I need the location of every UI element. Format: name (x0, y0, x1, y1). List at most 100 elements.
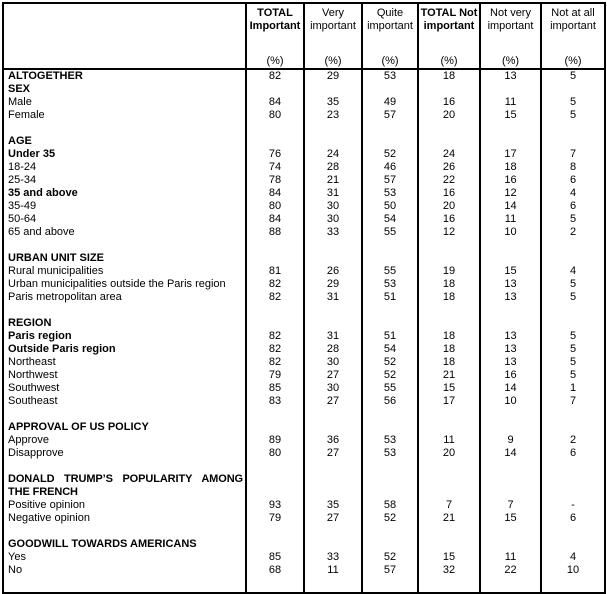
cell-value: 15 (417, 382, 480, 395)
cell-value: 29 (303, 69, 362, 83)
cell-value: 27 (303, 512, 362, 525)
table-row: Urban municipalities outside the Paris r… (3, 278, 605, 291)
cell-value: 12 (479, 187, 541, 200)
cell-value: 55 (361, 382, 418, 395)
cell-value (479, 304, 541, 317)
cell-value: 84 (245, 96, 304, 109)
cell-value: 7 (540, 395, 605, 408)
section-header-row: DONALD TRUMP’S POPULARITY AMONG THE FREN… (3, 473, 605, 499)
table-row: Paris metropolitan area 82 31 51 18 13 5 (3, 291, 605, 304)
cell-value (361, 460, 418, 473)
cell-value: 21 (303, 174, 362, 187)
cell-value: 2 (540, 434, 605, 447)
cell-value: 18 (417, 330, 480, 343)
cell-value (361, 252, 418, 265)
cell-value (361, 122, 418, 135)
row-label: Positive opinion (8, 499, 86, 511)
spacer-cell (3, 460, 246, 473)
cell-value (540, 577, 605, 593)
table-row: 35-49 80 30 50 20 14 6 (3, 200, 605, 213)
cell-value (479, 317, 541, 330)
cell-value: 26 (417, 161, 480, 174)
cell-value: 7 (417, 499, 480, 512)
table-row: Southwest 85 30 55 15 14 1 (3, 382, 605, 395)
cell-value: 11 (479, 96, 541, 109)
cell-value: 81 (245, 265, 304, 278)
cell-value (303, 317, 362, 330)
cell-value (540, 122, 605, 135)
table-row: Under 35 76 24 52 24 17 7 (3, 148, 605, 161)
cell-value: 74 (245, 161, 304, 174)
cell-value: 5 (540, 69, 605, 83)
cell-value (245, 135, 304, 148)
cell-value (361, 538, 418, 551)
cell-value: 2 (540, 226, 605, 239)
row-label: Negative opinion (8, 512, 90, 524)
row-label: Rural municipalities (8, 265, 104, 277)
row-label: 25-34 (8, 174, 37, 186)
cell-value (361, 135, 418, 148)
cell-value (479, 525, 541, 538)
cell-value: 35 (303, 96, 362, 109)
cell-value (245, 122, 304, 135)
cell-value: 29 (303, 278, 362, 291)
cell-value (417, 525, 480, 538)
cell-value: 20 (417, 109, 480, 122)
cell-value: 16 (479, 174, 541, 187)
cell-value: 52 (361, 148, 418, 161)
cell-value: 27 (303, 395, 362, 408)
cell-value: 7 (540, 148, 605, 161)
table-row: 65 and above 88 33 55 12 10 2 (3, 226, 605, 239)
table-row: Positive opinion 93 35 58 7 7- (3, 499, 605, 512)
cell-value: 57 (361, 564, 418, 577)
cell-value (417, 304, 480, 317)
cell-value (540, 421, 605, 434)
cell-value: 35 (303, 499, 362, 512)
cell-value (245, 577, 304, 593)
cell-value: 17 (479, 148, 541, 161)
row-label: 18-24 (8, 161, 37, 173)
cell-value: 26 (303, 265, 362, 278)
cell-value: 30 (303, 356, 362, 369)
percent-label: (%) (440, 55, 458, 67)
row-label: 50-64 (8, 213, 37, 225)
cell-value: 52 (361, 369, 418, 382)
row-label: Under 35 (8, 148, 56, 160)
cell-value: 21 (417, 369, 480, 382)
cell-value (245, 460, 304, 473)
cell-value: 68 (245, 564, 304, 577)
cell-value (303, 408, 362, 421)
cell-value: 79 (245, 369, 304, 382)
cell-value: 85 (245, 382, 304, 395)
cell-value (540, 239, 605, 252)
cell-value: 18 (417, 356, 480, 369)
cell-value: 82 (245, 69, 304, 83)
table-row: Southeast 83 27 56 17 10 7 (3, 395, 605, 408)
cell-value: 12 (417, 226, 480, 239)
cell-value: 18 (417, 291, 480, 304)
cell-value: 13 (479, 356, 541, 369)
spacer-cell (3, 304, 246, 317)
spacer-row (3, 304, 605, 317)
cell-value: 23 (303, 109, 362, 122)
row-label: DONALD TRUMP’S POPULARITY AMONG THE FREN… (8, 473, 243, 498)
cell-value: 16 (417, 96, 480, 109)
cell-value: 53 (361, 434, 418, 447)
cell-value: 54 (361, 213, 418, 226)
cell-value: 20 (417, 447, 480, 460)
cell-value: 16 (417, 213, 480, 226)
table-body: ALTOGETHER 82 29 53 18 13 5 SEX Male 84 35 49 16 11 5 F… (3, 69, 605, 593)
cell-value: 5 (540, 330, 605, 343)
cell-value (540, 460, 605, 473)
spacer-cell (3, 239, 246, 252)
cell-value (303, 473, 362, 499)
cell-value: 5 (540, 96, 605, 109)
cell-value (303, 135, 362, 148)
cell-value: 9 (479, 434, 541, 447)
table-row: Outside Paris region 82 28 54 18 13 5 (3, 343, 605, 356)
row-label: Yes (8, 551, 26, 563)
cell-value: 21 (417, 512, 480, 525)
column-header-not-at-all-important: Not at all important (%) (540, 3, 605, 69)
cell-value: 5 (540, 291, 605, 304)
section-header-row: APPROVAL OF US POLICY (3, 421, 605, 434)
